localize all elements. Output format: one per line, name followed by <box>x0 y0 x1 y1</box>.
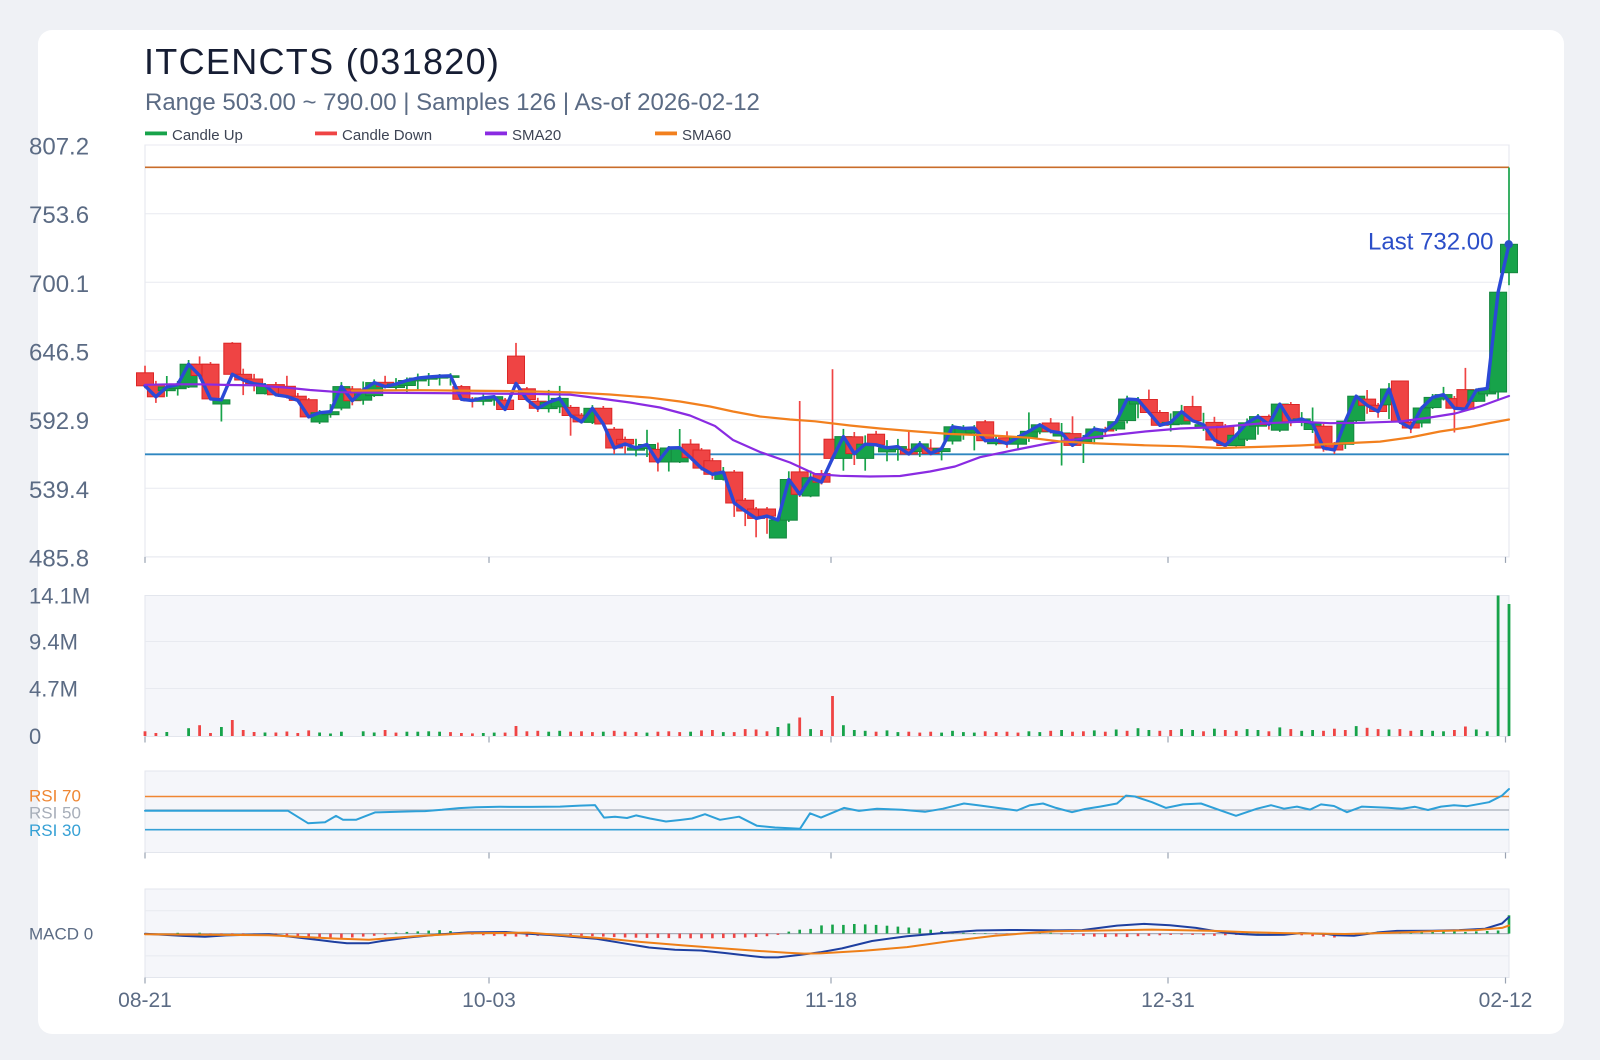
svg-text:RSI 50: RSI 50 <box>29 804 81 823</box>
svg-text:4.7M: 4.7M <box>29 677 78 702</box>
svg-text:539.4: 539.4 <box>29 477 89 504</box>
svg-text:9.4M: 9.4M <box>29 630 78 655</box>
svg-text:11-18: 11-18 <box>805 989 857 1012</box>
svg-text:Candle Up: Candle Up <box>172 127 243 144</box>
svg-text:12-31: 12-31 <box>1141 989 1195 1012</box>
svg-text:753.6: 753.6 <box>29 202 89 229</box>
svg-text:Last 732.00: Last 732.00 <box>1368 229 1493 256</box>
svg-text:02-12: 02-12 <box>1479 989 1533 1012</box>
svg-text:RSI 70: RSI 70 <box>29 787 81 806</box>
svg-text:SMA20: SMA20 <box>512 127 561 144</box>
svg-text:0: 0 <box>29 724 41 749</box>
svg-text:Candle Down: Candle Down <box>342 127 432 144</box>
svg-text:SMA60: SMA60 <box>682 127 731 144</box>
svg-text:485.8: 485.8 <box>29 545 89 572</box>
svg-text:RSI 30: RSI 30 <box>29 821 81 840</box>
svg-text:MACD 0: MACD 0 <box>29 925 93 944</box>
svg-text:700.1: 700.1 <box>29 271 89 298</box>
svg-text:807.2: 807.2 <box>29 134 89 161</box>
svg-text:14.1M: 14.1M <box>29 584 90 609</box>
svg-text:08-21: 08-21 <box>118 989 172 1012</box>
svg-text:ITCENCTS (031820): ITCENCTS (031820) <box>144 41 500 82</box>
svg-text:Range 503.00 ~ 790.00 | Sample: Range 503.00 ~ 790.00 | Samples 126 | As… <box>145 89 760 116</box>
svg-text:592.9: 592.9 <box>29 408 89 435</box>
svg-text:10-03: 10-03 <box>462 989 516 1012</box>
svg-text:646.5: 646.5 <box>29 340 89 367</box>
